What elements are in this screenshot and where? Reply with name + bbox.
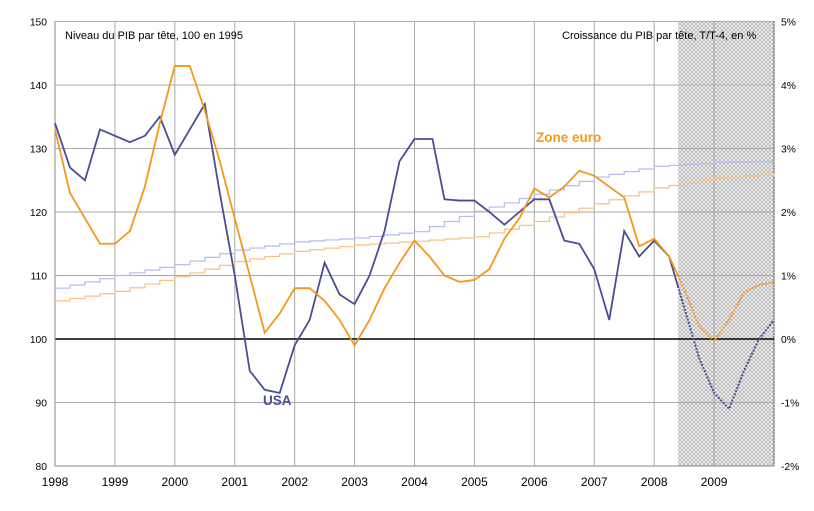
svg-text:2002: 2002: [281, 475, 308, 489]
svg-text:2009: 2009: [701, 475, 728, 489]
svg-text:0%: 0%: [781, 335, 796, 346]
svg-text:2008: 2008: [641, 475, 668, 489]
svg-text:2003: 2003: [341, 475, 368, 489]
svg-text:-2%: -2%: [781, 462, 799, 473]
svg-text:2001: 2001: [221, 475, 248, 489]
svg-text:2004: 2004: [401, 475, 428, 489]
svg-text:-1%: -1%: [781, 399, 799, 410]
svg-text:110: 110: [31, 272, 48, 283]
svg-text:1998: 1998: [42, 475, 69, 489]
svg-text:3%: 3%: [781, 145, 796, 156]
svg-text:1%: 1%: [781, 272, 796, 283]
svg-text:80: 80: [36, 462, 48, 473]
svg-text:USA: USA: [263, 393, 292, 408]
svg-text:Croissance du PIB par tête, T/: Croissance du PIB par tête, T/T-4, en %: [562, 30, 756, 42]
svg-text:100: 100: [30, 335, 47, 346]
svg-text:Niveau du PIB par tête, 100 en: Niveau du PIB par tête, 100 en 1995: [65, 30, 243, 42]
svg-text:Zone euro: Zone euro: [536, 130, 601, 145]
svg-text:1999: 1999: [102, 475, 129, 489]
svg-text:2%: 2%: [781, 208, 796, 219]
svg-text:5%: 5%: [781, 18, 796, 29]
svg-text:120: 120: [30, 208, 47, 219]
svg-text:2006: 2006: [521, 475, 548, 489]
svg-text:140: 140: [30, 81, 47, 92]
svg-text:130: 130: [30, 145, 47, 156]
svg-text:4%: 4%: [781, 81, 796, 92]
svg-text:150: 150: [30, 18, 47, 29]
svg-text:2000: 2000: [161, 475, 188, 489]
svg-text:2007: 2007: [581, 475, 608, 489]
svg-text:2005: 2005: [461, 475, 488, 489]
svg-text:90: 90: [36, 399, 48, 410]
